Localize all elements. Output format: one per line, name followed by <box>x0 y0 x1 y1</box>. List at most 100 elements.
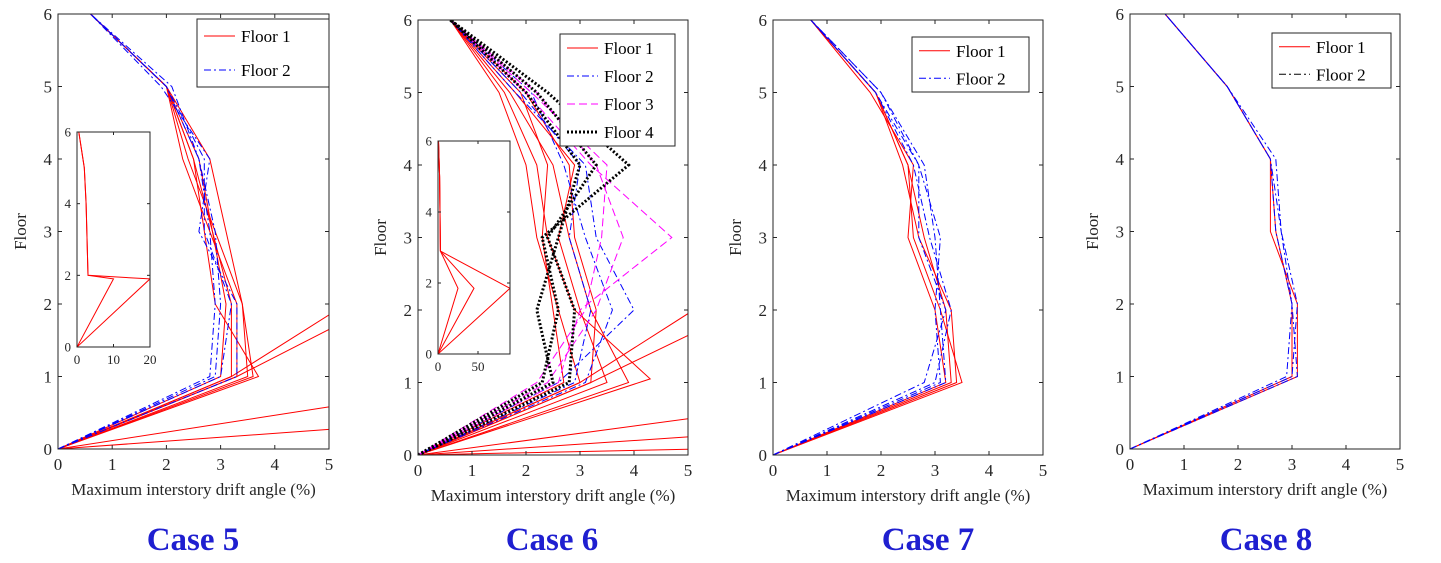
case-7-x-tick-label: 3 <box>931 461 940 480</box>
case-label-7: Case 7 <box>881 522 975 558</box>
case-6-series-1-profile-9 <box>418 448 688 455</box>
case-5-inset-y-tick-label: 0 <box>65 340 72 355</box>
case-7-x-tick-label: 5 <box>1039 461 1048 480</box>
case-6-series-3-profile-2 <box>418 20 624 455</box>
case-5-y-tick-label: 6 <box>44 5 53 24</box>
case-8-x-axis-label: Maximum interstory drift angle (%) <box>1143 480 1388 499</box>
case-5-y-tick-label: 0 <box>44 440 53 459</box>
case-6-legend-label-2: Floor 2 <box>604 67 654 86</box>
case-6-y-tick-label: 1 <box>404 373 413 392</box>
case-6-inset-y-tick-label: 4 <box>426 205 433 220</box>
case-7-y-tick-label: 2 <box>759 301 768 320</box>
case-7-x-tick-label: 4 <box>985 461 994 480</box>
case-7-legend-label-1: Floor 1 <box>956 42 1006 61</box>
case-8-x-tick-label: 2 <box>1234 455 1243 474</box>
case-6-inset-y-tick-label: 6 <box>426 134 433 149</box>
case-8-x-tick-label: 0 <box>1126 455 1135 474</box>
case-6-inset-x-tick-label: 0 <box>435 359 442 374</box>
case-6-y-tick-label: 4 <box>404 156 413 175</box>
case-8-series-1-profile-2 <box>1130 14 1293 449</box>
case-7-x-axis-label: Maximum interstory drift angle (%) <box>786 486 1031 505</box>
case-5-x-tick-label: 4 <box>271 455 280 474</box>
case-6-x-tick-label: 5 <box>684 461 693 480</box>
case-7-y-tick-label: 1 <box>759 373 768 392</box>
case-6-series-1-profile-7 <box>418 418 688 455</box>
case-5-x-tick-label: 5 <box>325 455 334 474</box>
case-6-inset-lines <box>438 141 510 354</box>
case-7-y-tick-label: 4 <box>759 156 768 175</box>
case-8-x-tick-label: 5 <box>1396 455 1405 474</box>
case-8-series-2-profile-3 <box>1130 14 1293 449</box>
case-8-y-tick-label: 6 <box>1116 5 1125 24</box>
case-8-y-tick-label: 1 <box>1116 367 1125 386</box>
case-5-y-tick-label: 3 <box>44 222 53 241</box>
case-5-legend-box <box>196 18 330 88</box>
case-7-legend-label-2: Floor 2 <box>956 69 1006 88</box>
case-6-series-1-profile-11 <box>418 334 688 455</box>
case-8-x-tick-label: 3 <box>1288 455 1297 474</box>
case-5-x-tick-label: 3 <box>216 455 225 474</box>
case-6-series-1-profile-2 <box>418 20 630 455</box>
case-8-x-tick-label: 1 <box>1180 455 1189 474</box>
case-7-x-tick-label: 2 <box>877 461 886 480</box>
case-6-inset-axes-box <box>437 140 511 355</box>
case-6-y-axis-label: Floor <box>371 219 390 256</box>
case-7-lines <box>773 20 963 455</box>
case-6-y-tick-label: 3 <box>404 228 413 247</box>
case-7-series-2-profile-1 <box>773 20 952 455</box>
case-6-series-4-profile-1 <box>418 20 631 455</box>
case-6-x-tick-label: 1 <box>468 461 477 480</box>
case-6-legend-label-1: Floor 1 <box>604 39 654 58</box>
case-5-x-axis-label: Maximum interstory drift angle (%) <box>71 480 316 499</box>
case-7-y-tick-label: 3 <box>759 228 768 247</box>
case-5-inset-y-tick-label: 6 <box>65 125 72 140</box>
case-5-inset-x-tick-label: 0 <box>74 352 81 367</box>
case-5-inset-x-tick-label: 10 <box>107 352 120 367</box>
case-7-y-tick-label: 6 <box>759 11 768 30</box>
case-6-series-1-profile-10 <box>418 313 688 455</box>
case-label-5: Case 5 <box>146 522 240 558</box>
case-8-y-tick-label: 3 <box>1116 222 1125 241</box>
case-8-legend-box <box>1271 32 1392 89</box>
case-5-legend-label-1: Floor 1 <box>241 27 291 46</box>
case-7-series-1-profile-3 <box>773 20 947 455</box>
case-6-series-2-profile-2 <box>418 20 613 455</box>
case-6-y-tick-label: 6 <box>404 11 413 30</box>
case-5-inset-series-1-profile-2 <box>77 132 115 347</box>
case-6-legend-label-4: Floor 4 <box>604 123 654 142</box>
case-6-inset-x-tick-label: 50 <box>472 359 485 374</box>
case-5-y-tick-label: 2 <box>44 295 53 314</box>
case-7-y-tick-label: 0 <box>759 446 768 465</box>
case-6-series-1-profile-3 <box>418 20 608 455</box>
case-6-inset-series-1-profile-3 <box>438 141 459 354</box>
case-8-lines <box>1130 14 1298 449</box>
case-6-y-tick-label: 5 <box>404 83 413 102</box>
case-6-x-tick-label: 2 <box>522 461 531 480</box>
case-label-8: Case 8 <box>1219 522 1313 558</box>
case-5-series-2-profile-4 <box>58 14 222 449</box>
case-5-x-tick-label: 1 <box>108 455 117 474</box>
case-6-series-1-profile-8 <box>418 436 688 455</box>
case-6-inset-background <box>438 141 510 354</box>
case-7-legend-box <box>911 36 1030 93</box>
case-label-6: Case 6 <box>505 522 599 558</box>
case-5-series-1-profile-9 <box>58 314 329 449</box>
case-8-legend-label-1: Floor 1 <box>1316 38 1366 57</box>
case-8-y-tick-label: 5 <box>1116 77 1125 96</box>
case-6-x-tick-label: 0 <box>414 461 423 480</box>
case-5-y-axis-label: Floor <box>11 213 30 250</box>
case-6-x-tick-label: 3 <box>576 461 585 480</box>
case-6-legend-label-3: Floor 3 <box>604 95 654 114</box>
case-6-y-tick-label: 0 <box>404 446 413 465</box>
case-5-inset-x-tick-label: 20 <box>144 352 157 367</box>
case-7-x-tick-label: 0 <box>769 461 778 480</box>
case-6-x-axis-label: Maximum interstory drift angle (%) <box>431 486 676 505</box>
case-5-series-1-profile-7 <box>58 406 329 449</box>
case-8-y-axis-label: Floor <box>1083 213 1102 250</box>
case-5-series-2-profile-2 <box>58 14 232 449</box>
case-5-y-tick-label: 5 <box>44 77 53 96</box>
case-5-x-tick-label: 0 <box>54 455 63 474</box>
case-8-y-tick-label: 2 <box>1116 295 1125 314</box>
